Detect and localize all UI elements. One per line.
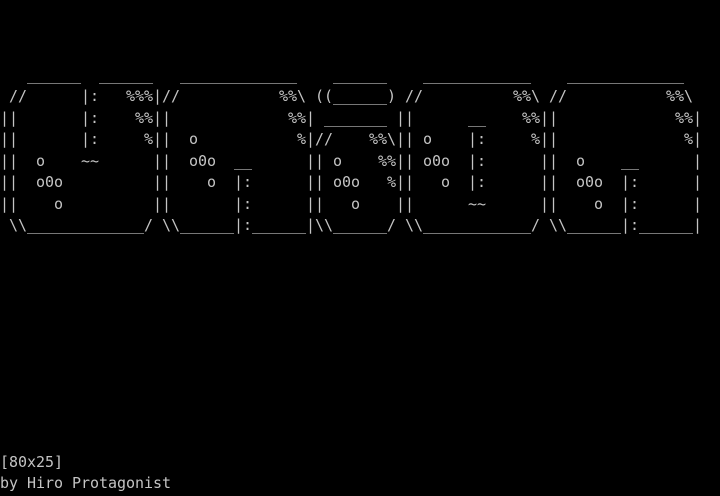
ascii-art-line: \\_____________/ \\______|:______|\\____… — [0, 216, 703, 235]
ascii-art-line: || |: %|| o %|// %%\|| o |: %|| %| — [0, 130, 703, 149]
ascii-art-line: || o || |: || o || ~~ || o |: | — [0, 194, 703, 213]
ascii-art-line: || |: %%|| %%| _______ || __ %%|| %%| — [0, 108, 703, 127]
ascii-art-line: // |: %%%|// %%\ ((______) // %%\ // %%\ — [0, 87, 694, 106]
terminal-size-label: [80x25] — [0, 452, 64, 471]
ascii-art-line: || o ~~ || o0o __ || o %%|| o0o |: || o … — [0, 151, 703, 170]
ascii-art-line: ______ ______ _____________ ______ _____… — [0, 65, 685, 84]
credit-line: by Hiro Protagonist — [0, 474, 172, 493]
ascii-art-line: || o0o || o |: || o0o %|| o |: || o0o |:… — [0, 173, 703, 192]
